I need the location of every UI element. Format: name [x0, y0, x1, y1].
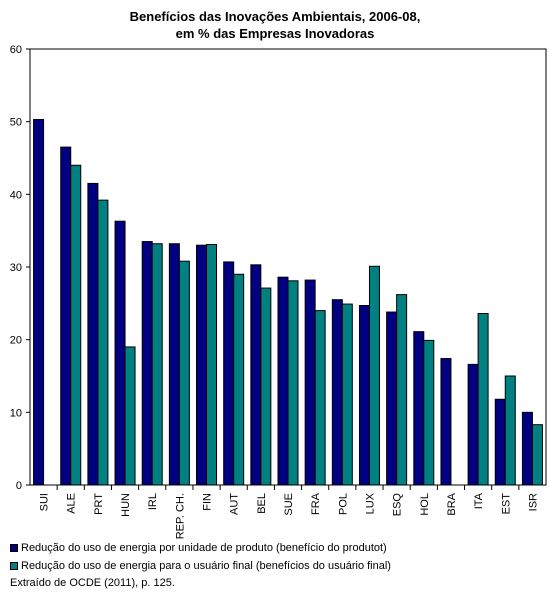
x-tick-label: BEL — [256, 493, 268, 514]
x-tick-label: FRA — [310, 492, 322, 515]
chart-title: Benefícios das Inovações Ambientais, 200… — [0, 8, 550, 42]
bar-1 — [440, 358, 452, 486]
bar-2 — [260, 287, 272, 486]
chart-title-line-2: em % das Empresas Inovadoras — [175, 26, 375, 41]
legend-swatch-series-2 — [10, 562, 18, 570]
legend-label-series-1: Redução do uso de energia por unidade de… — [21, 542, 387, 554]
x-tick-label: ESQ — [392, 493, 404, 517]
bar-2 — [341, 303, 353, 486]
x-tick-label: SUI — [39, 493, 51, 511]
x-tick-label: POL — [337, 493, 349, 515]
y-tick-label: 10 — [10, 407, 22, 419]
bar-2 — [233, 273, 245, 486]
x-tick-label: HOL — [419, 493, 431, 516]
legend-item-series-1: Redução do uso de energia por unidade de… — [10, 541, 387, 555]
bar-1 — [494, 398, 506, 486]
legend-item-series-2: Redução do uso de energia para o usuário… — [10, 559, 391, 573]
bar-2 — [70, 164, 82, 486]
y-tick-label: 0 — [16, 480, 22, 492]
plot-area: 0 10 20 30 40 50 60 SUI ALE PRT HUN IRL REP. CH. FIN A… — [10, 44, 547, 539]
bar-1 — [413, 331, 425, 486]
bar-1 — [141, 241, 153, 486]
x-tick-label: ISR — [527, 493, 539, 511]
x-tick-label: HUN — [120, 493, 132, 517]
bar-1 — [358, 305, 370, 486]
bar-2 — [396, 294, 408, 486]
bar-1 — [168, 243, 180, 486]
bar-2 — [97, 199, 109, 486]
bar-1 — [250, 264, 262, 486]
source-note: Extraído de OCDE (2011), p. 125. — [10, 577, 175, 589]
x-tick-label: SUE — [283, 493, 295, 516]
x-tick-label: EST — [500, 493, 512, 515]
chart-title-line-1: Benefícios das Inovações Ambientais, 200… — [129, 9, 421, 24]
bar-2 — [151, 243, 163, 486]
x-tick-label: LUX — [364, 492, 376, 514]
x-tick-label: BRA — [446, 492, 458, 515]
bar-2 — [531, 424, 543, 486]
bar-1 — [277, 276, 289, 486]
bar-2 — [206, 243, 218, 486]
x-tick-label: REP. CH. — [174, 493, 186, 539]
bar-1 — [87, 182, 99, 486]
bar-2 — [178, 260, 190, 486]
bar-1 — [304, 279, 316, 486]
x-tick-label: ALE — [66, 493, 78, 514]
bar-2 — [368, 265, 380, 486]
legend-label-series-2: Redução do uso de energia para o usuário… — [21, 560, 391, 572]
x-tick-label: ITA — [473, 492, 485, 509]
bar-chart: 0 10 20 30 40 50 60 SUI ALE PRT HUN IRL REP. CH. FIN A… — [10, 44, 547, 539]
x-tick-label: PRT — [93, 493, 105, 515]
x-tick-label: FIN — [202, 493, 214, 511]
bar-1 — [521, 411, 533, 486]
bar-1 — [386, 311, 398, 486]
bar-1 — [33, 118, 45, 486]
bar-1 — [331, 299, 343, 486]
y-tick-label: 60 — [10, 44, 22, 56]
y-tick-label: 30 — [10, 262, 22, 274]
y-tick-label: 20 — [10, 335, 22, 347]
bar-1 — [60, 146, 72, 486]
bar-1 — [196, 244, 208, 486]
bar-1 — [223, 261, 235, 486]
x-tick-label: AUT — [229, 493, 241, 515]
y-tick-label: 50 — [10, 117, 22, 129]
bar-2 — [504, 375, 516, 486]
bar-2 — [423, 339, 435, 486]
bar-1 — [467, 363, 479, 486]
bar-2 — [124, 346, 136, 486]
bar-2 — [287, 280, 299, 486]
legend-swatch-series-1 — [10, 544, 18, 552]
bar-2 — [477, 313, 489, 486]
bar-1 — [114, 220, 126, 486]
bar-2 — [314, 310, 326, 486]
y-tick-label: 40 — [10, 189, 22, 201]
x-tick-label: IRL — [147, 493, 159, 510]
